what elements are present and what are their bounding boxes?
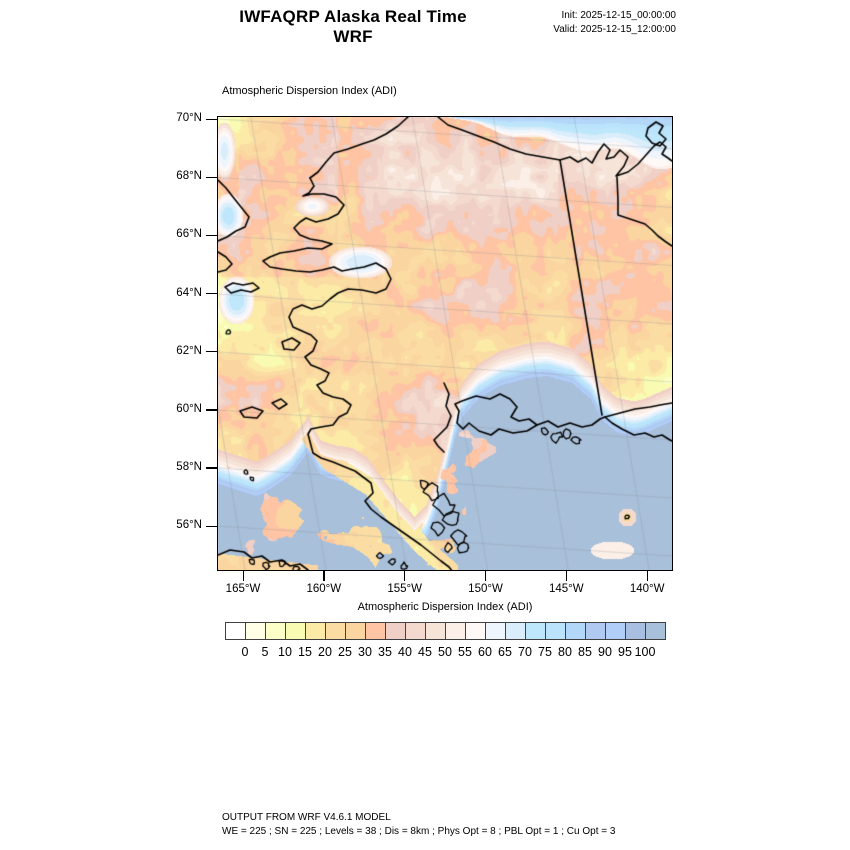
colorbar-tick-labels: 0 5 10 15 20 25 30 35 40 45 50 55 60 65 70 75 80 85 90 95 10…	[225, 645, 665, 659]
colorbar-tick-value: 80	[558, 645, 572, 659]
run-info-block: Init: 2025-12-15_00:00:00 Valid: 2025-12…	[470, 9, 676, 37]
lat-tick-mark	[206, 293, 218, 295]
lat-tick-mark	[206, 118, 218, 120]
lon-tick-label: 140°W	[629, 583, 665, 595]
colorbar-cell	[485, 622, 506, 640]
lat-tick-mark	[206, 351, 218, 353]
footer-block: OUTPUT FROM WRF V4.6.1 MODEL WE = 225 ; …	[222, 811, 615, 839]
colorbar-tick-value: 0	[241, 645, 249, 659]
lat-tick-label: 60°N	[176, 402, 202, 415]
map-plot-frame	[217, 116, 673, 571]
lat-tick-label: 70°N	[176, 112, 202, 124]
init-time-label: Init: 2025-12-15_00:00:00	[561, 10, 676, 21]
colorbar-cell	[265, 622, 286, 640]
lat-tick-label: 56°N	[176, 519, 202, 532]
colorbar-cell	[425, 622, 446, 640]
colorbar-tick-value: 40	[398, 645, 412, 659]
lon-tick-label: 150°W	[468, 583, 503, 595]
colorbar-tick-value: 85	[578, 645, 592, 659]
footer-model-line: OUTPUT FROM WRF V4.6.1 MODEL	[222, 812, 391, 823]
colorbar-tick-value: 45	[418, 645, 432, 659]
colorbar-tick-value: 20	[318, 645, 332, 659]
colorbar-tick-value: 50	[438, 645, 452, 659]
colorbar-tick-value: 65	[498, 645, 512, 659]
lon-tick-label: 160°W	[306, 583, 342, 595]
lon-tick-mark	[323, 570, 325, 581]
colorbar-title: Atmospheric Dispersion Index (ADI)	[357, 601, 533, 613]
colorbar-tick-value: 55	[458, 645, 472, 659]
colorbar-tick-value: 95	[618, 645, 632, 659]
colorbar-cell	[525, 622, 546, 640]
colorbar-cell	[405, 622, 426, 640]
colorbar-tick-value: 90	[598, 645, 612, 659]
lon-tick-mark	[242, 570, 244, 581]
lon-tick-mark	[565, 570, 568, 581]
colorbar-cell	[365, 622, 386, 640]
lon-tick-mark	[404, 570, 406, 581]
lon-tick-label: 155°W	[387, 583, 422, 595]
colorbar-tick-value: 25	[338, 645, 352, 659]
colorbar-cell	[445, 622, 466, 640]
lon-tick-label: 145°W	[548, 583, 584, 595]
lat-tick-label: 58°N	[176, 460, 202, 473]
colorbar-tick-value: 30	[358, 645, 372, 659]
colorbar-cell	[305, 622, 326, 640]
colorbar-tick-value: 60	[478, 645, 492, 659]
map-field-title: Atmospheric Dispersion Index (ADI)	[222, 85, 397, 97]
page-title: IWFAQRP Alaska Real Time WRF	[239, 7, 467, 46]
lat-tick-label: 68°N	[176, 170, 202, 183]
colorbar-cell	[545, 622, 566, 640]
colorbar-cell	[325, 622, 346, 640]
colorbar-tick-value: 100	[634, 645, 656, 659]
lon-tick-label: 165°W	[225, 583, 261, 595]
colorbar-tick-value: 35	[378, 645, 392, 659]
lat-tick-label: 66°N	[176, 228, 202, 241]
colorbar-cell	[465, 622, 486, 640]
lat-tick-mark	[206, 467, 218, 469]
lon-tick-mark	[485, 570, 487, 581]
lat-tick-mark	[206, 176, 218, 178]
lat-tick-mark	[206, 234, 218, 237]
lon-tick-mark	[646, 570, 648, 581]
colorbar-cell	[225, 622, 246, 640]
footer-config-line: WE = 225 ; SN = 225 ; Levels = 38 ; Dis …	[222, 826, 616, 837]
colorbar-cell	[385, 622, 406, 640]
colorbar-cell	[245, 622, 266, 640]
colorbar-cell	[505, 622, 526, 640]
valid-time-label: Valid: 2025-12-15_12:00:00	[553, 24, 676, 35]
colorbar-cell	[645, 622, 666, 640]
lat-tick-mark	[206, 409, 218, 411]
lat-tick-label: 62°N	[176, 344, 202, 357]
adi-contour-map	[218, 117, 672, 570]
colorbar-tick-value: 75	[538, 645, 552, 659]
colorbar-cell	[625, 622, 646, 640]
colorbar-tick-value: 5	[261, 645, 269, 659]
lat-tick-label: 64°N	[176, 286, 202, 299]
colorbar-tick-value: 10	[278, 645, 292, 659]
colorbar-tick-value: 15	[298, 645, 312, 659]
colorbar-cell	[585, 622, 606, 640]
lat-tick-mark	[206, 525, 218, 527]
colorbar-cell	[285, 622, 306, 640]
colorbar-tick-value: 70	[518, 645, 532, 659]
colorbar-cell	[345, 622, 366, 640]
colorbar-cell	[605, 622, 626, 640]
colorbar-cell	[565, 622, 586, 640]
colorbar	[225, 622, 666, 640]
